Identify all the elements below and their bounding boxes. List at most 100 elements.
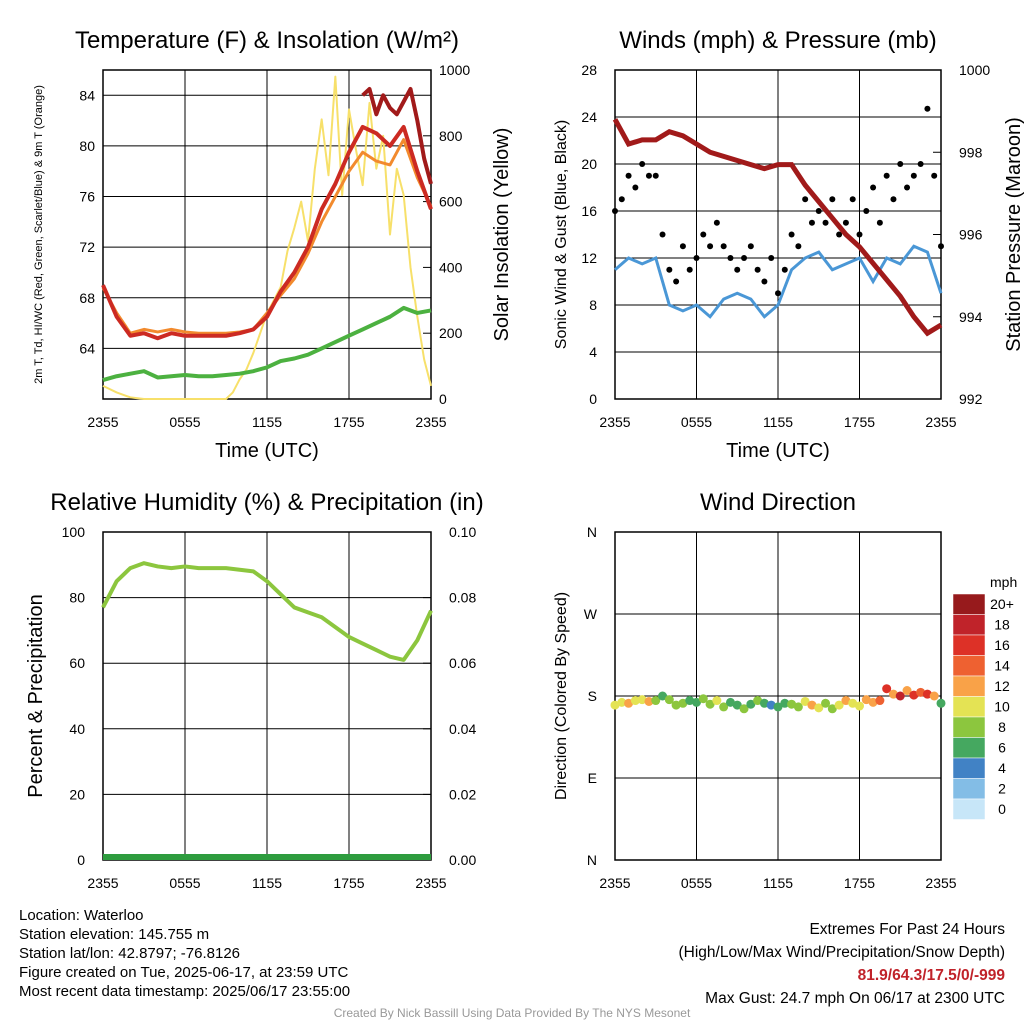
gust-point — [836, 231, 843, 238]
legend-label: 2 — [998, 781, 1006, 797]
panel-1-ytick-label: 16 — [581, 203, 597, 219]
wind-direction-point — [678, 698, 688, 708]
panel-1-y2tick-label: 1000 — [959, 62, 990, 78]
panel-0-title: Temperature (F) & Insolation (W/m²) — [75, 27, 459, 54]
panel-2-ytick-label: 100 — [62, 524, 86, 540]
panel-2-ylabel: Percent & Precipitation — [25, 594, 47, 797]
gust-point — [652, 172, 659, 179]
legend-label: 14 — [994, 658, 1010, 674]
wind-direction-point — [855, 701, 864, 711]
gust-point — [842, 219, 849, 226]
gust-point — [693, 255, 700, 261]
legend-label: 0 — [998, 801, 1006, 817]
panel-2-y2tick-label: 0.08 — [449, 590, 476, 606]
station-info: Location: Waterloo Station elevation: 14… — [19, 906, 350, 1001]
gust-point — [856, 231, 863, 238]
panel-1-xtick-label: 2355 — [599, 414, 630, 430]
wind-direction-point — [617, 697, 627, 707]
panel-1-xtick-label: 1755 — [844, 414, 875, 430]
wind-direction-point — [732, 700, 742, 710]
wind-direction-point — [936, 698, 946, 708]
wind-direction-point — [671, 700, 681, 710]
wind-direction-point — [834, 700, 844, 710]
gust-point — [890, 196, 897, 203]
wind-direction-point — [698, 694, 708, 704]
gust-point — [897, 161, 904, 167]
wind-direction-point — [725, 697, 735, 707]
panel-2-y2tick-label: 0.10 — [449, 524, 476, 540]
gust-point — [808, 219, 815, 226]
gust-point — [700, 231, 707, 238]
wind-direction-point — [759, 698, 769, 708]
gust-point — [802, 196, 809, 203]
wind-direction-point — [821, 698, 831, 708]
panel-3-ytick-label: N — [587, 524, 597, 540]
temp-series-green — [102, 305, 432, 382]
panel-1-xtick-label: 0555 — [681, 414, 712, 430]
rh-series — [101, 561, 433, 662]
legend-label: 20+ — [990, 596, 1014, 612]
wind-direction-point — [827, 704, 837, 714]
panel-2-y2tick-label: 0.02 — [449, 786, 476, 802]
panel-3-ytick-label: S — [588, 688, 597, 704]
wind-direction-point — [800, 696, 810, 706]
panel-2-ytick-label: 40 — [69, 721, 85, 737]
wind-direction-point — [651, 696, 661, 706]
wind-direction-point — [902, 686, 912, 696]
extremes-values: 81.9/64.3/17.5/0/-999 — [857, 967, 1005, 984]
gust-point — [679, 243, 686, 250]
pressure-series-maroon — [612, 118, 943, 337]
wind-direction-point — [637, 695, 647, 705]
panel-0-y2tick-label: 0 — [439, 391, 447, 407]
extremes-block: Extremes For Past 24 Hours (High/Low/Max… — [679, 918, 1006, 1010]
gust-point — [713, 219, 720, 226]
panel-1-title: Winds (mph) & Pressure (mb) — [619, 27, 936, 54]
wind-direction-point — [868, 697, 878, 707]
legend-swatch — [952, 716, 986, 738]
gust-point — [645, 172, 652, 179]
wind-direction-point — [814, 703, 824, 713]
panel-3-xtick-label: 1755 — [844, 875, 875, 891]
panel-0-xlabel: Time (UTC) — [215, 440, 319, 462]
legend-unit: mph — [990, 574, 1017, 590]
panel-0-ytick-label: 84 — [79, 87, 95, 103]
panel-2-title: Relative Humidity (%) & Precipitation (i… — [50, 489, 483, 516]
panel-2-y2tick-label: 0.04 — [449, 721, 476, 737]
gust-point — [686, 266, 693, 273]
wind-direction-point — [848, 698, 858, 708]
gust-point — [632, 184, 639, 191]
panel-2-y2tick-label: 0.06 — [449, 655, 476, 671]
panel-0-ytick-label: 80 — [79, 138, 95, 154]
gust-point — [883, 172, 890, 179]
panel-1-xtick-label: 2355 — [925, 414, 956, 430]
gust-point — [849, 196, 856, 203]
panel-0-y2tick-label: 400 — [439, 259, 463, 275]
legend-label: 8 — [998, 719, 1006, 735]
panel-1-y2tick-label: 998 — [959, 144, 983, 160]
wind-direction-point — [793, 702, 803, 712]
panel-3-ytick-label: N — [587, 852, 597, 868]
legend-swatch — [952, 675, 986, 697]
legend-label: 16 — [994, 637, 1010, 653]
legend-label: 6 — [998, 740, 1006, 756]
gust-point — [870, 184, 877, 191]
gust-point — [904, 184, 911, 191]
credit-line: Created By Nick Bassill Using Data Provi… — [333, 1006, 691, 1020]
panel-2-ytick-label: 80 — [69, 590, 85, 606]
gust-point — [815, 208, 822, 214]
legend-swatch — [952, 696, 986, 718]
panel-0-y2label: Solar Insolation (Yellow) — [491, 128, 513, 342]
panel-2-y2tick-label: 0.00 — [449, 852, 476, 868]
gust-point — [673, 278, 680, 285]
panel-1-ytick-label: 24 — [581, 109, 597, 125]
wind-direction-point — [875, 696, 885, 706]
figure-created: Figure created on Tue, 2025-06-17, at 23… — [19, 964, 349, 981]
legend-swatch — [952, 614, 986, 636]
gust-point — [910, 172, 917, 179]
wind-direction-point — [861, 695, 871, 705]
panel-0-y2tick-label: 800 — [439, 128, 463, 144]
gust-point — [659, 231, 666, 238]
station-elevation: Station elevation: 145.755 m — [19, 926, 210, 943]
gust-point — [863, 208, 870, 214]
